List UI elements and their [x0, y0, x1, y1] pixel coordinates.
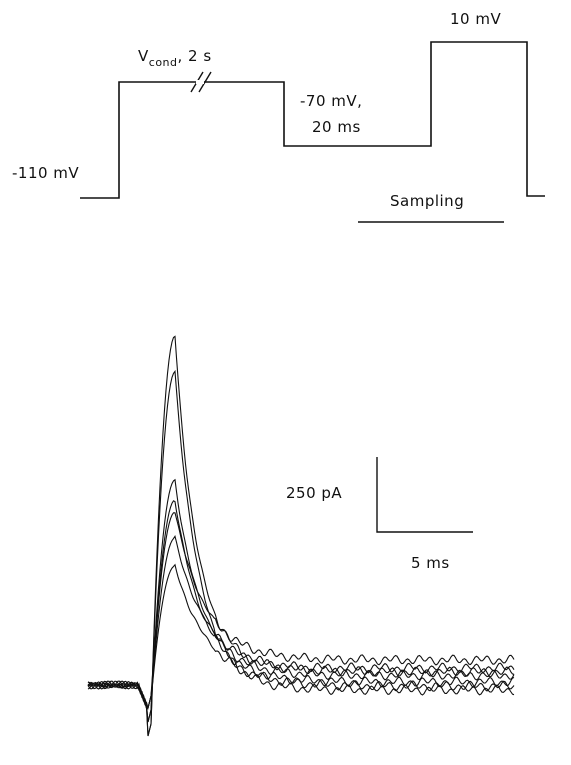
- scale-bar-current-label: 250 pA: [286, 484, 342, 502]
- voltage-protocol: -110 mV Vcond, 2 s -70 mV, 20 ms 10 mV S…: [12, 10, 545, 223]
- sampling-label: Sampling: [390, 192, 464, 210]
- scale-bar: 250 pA 5 ms: [286, 457, 473, 572]
- scale-bar-time-label: 5 ms: [411, 554, 450, 572]
- current-trace: [87, 563, 515, 710]
- current-traces: [87, 335, 515, 737]
- break-mark-2: [198, 71, 212, 93]
- test-potential-label: 10 mV: [450, 10, 501, 28]
- protocol-trace: [80, 41, 545, 199]
- current-trace: [87, 478, 515, 737]
- break-gap: [196, 80, 204, 84]
- holding-potential-label: -110 mV: [12, 164, 79, 182]
- current-trace: [87, 335, 515, 709]
- current-trace: [87, 534, 515, 737]
- step-label-line2: 20 ms: [312, 118, 361, 136]
- conditioning-label: Vcond, 2 s: [138, 47, 212, 69]
- current-trace: [87, 512, 515, 723]
- step-label-line1: -70 mV,: [300, 92, 362, 110]
- scale-bar-lines: [376, 457, 473, 533]
- current-trace: [87, 369, 515, 723]
